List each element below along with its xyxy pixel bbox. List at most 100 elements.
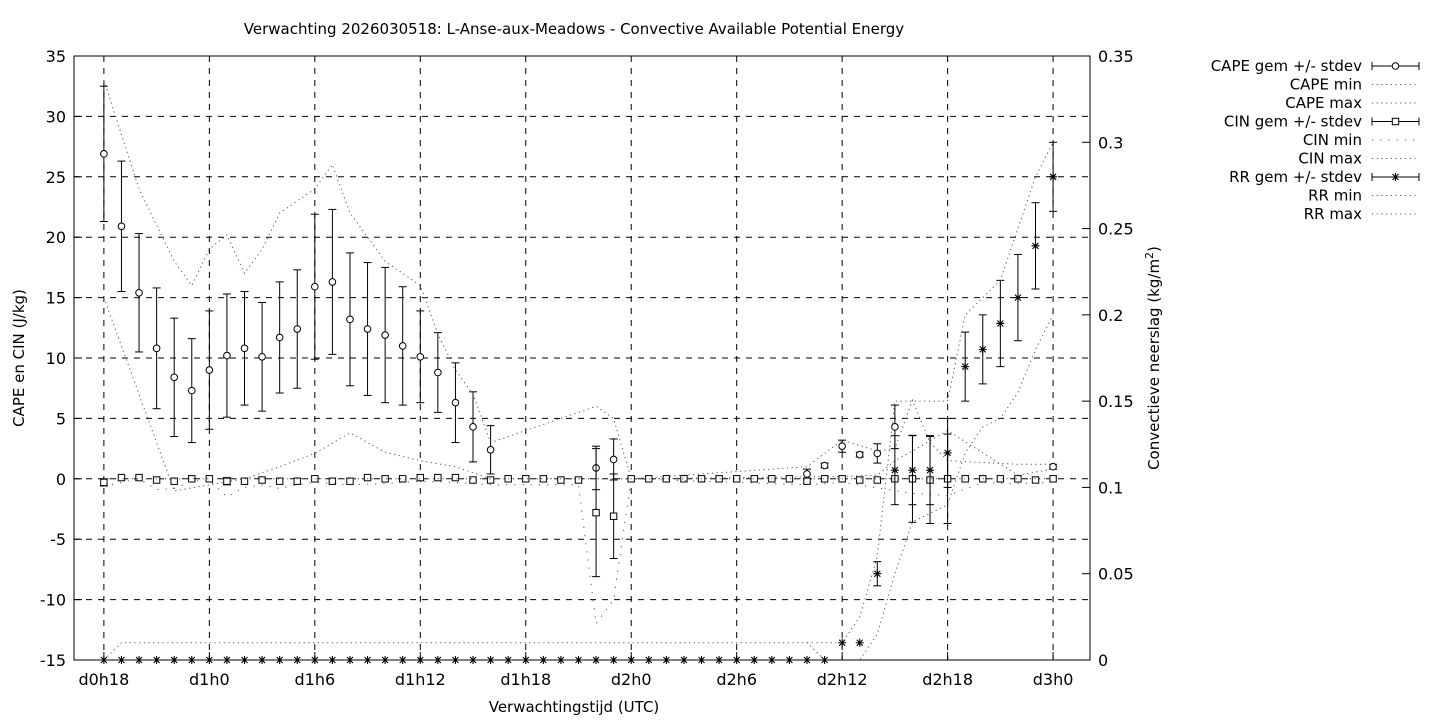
series-line	[103, 297, 1054, 492]
data-point	[223, 477, 231, 485]
data-point	[451, 398, 460, 407]
data-point	[592, 508, 600, 517]
data-point	[469, 476, 477, 484]
series-0	[99, 85, 1058, 491]
y-tick-label: 25	[46, 168, 66, 187]
legend-label: CIN max	[1298, 150, 1362, 168]
data-point	[574, 476, 583, 484]
data-point	[820, 461, 829, 470]
legend-label: CIN min	[1303, 131, 1362, 149]
data-point	[680, 475, 688, 483]
data-point	[873, 569, 882, 578]
data-point	[662, 475, 671, 483]
data-point	[293, 477, 301, 485]
data-point	[803, 470, 811, 478]
data-point	[645, 475, 653, 483]
y2-tick-label: 0.35	[1098, 47, 1134, 66]
data-point	[1014, 475, 1022, 483]
data-point	[943, 448, 952, 457]
data-point	[838, 442, 846, 450]
data-point	[469, 423, 477, 431]
data-point	[1013, 293, 1022, 302]
data-point	[1031, 476, 1040, 484]
data-point	[328, 477, 337, 485]
series-6	[99, 141, 1058, 664]
data-point	[100, 478, 108, 487]
data-point	[451, 473, 460, 482]
data-point	[170, 477, 178, 485]
y-tick-label: -5	[50, 530, 66, 549]
data-point	[416, 352, 425, 361]
y-tick-label: 5	[56, 409, 66, 428]
data-point	[240, 477, 249, 485]
data-point	[1049, 462, 1057, 471]
data-point	[838, 638, 847, 647]
grid-layer	[74, 56, 1090, 660]
series-line	[103, 80, 1054, 480]
data-point	[328, 278, 337, 286]
y-tick-label: 0	[56, 470, 66, 489]
y2-tick-label: 0.05	[1098, 565, 1134, 584]
data-point	[486, 446, 495, 454]
data-point	[1031, 241, 1040, 250]
legend-label: RR max	[1304, 205, 1362, 223]
y-tick-label: 20	[46, 228, 66, 247]
data-point	[170, 373, 178, 382]
data-point	[117, 222, 126, 231]
data-point	[855, 450, 864, 459]
data-point	[486, 476, 495, 484]
data-point	[891, 423, 899, 431]
data-point	[961, 362, 970, 371]
data-point	[152, 476, 161, 484]
data-point	[750, 475, 758, 483]
data-point	[275, 477, 284, 485]
data-point	[873, 476, 882, 484]
data-point	[398, 342, 407, 350]
data-point	[381, 475, 389, 483]
x-tick-label: d2h6	[716, 670, 757, 689]
x-tick-label: d1h12	[395, 670, 446, 689]
data-point	[803, 477, 811, 485]
legend-label: RR gem +/- stdev	[1229, 168, 1362, 186]
legend-marker	[1391, 62, 1400, 70]
legend-label: CIN gem +/- stdev	[1224, 113, 1362, 131]
y-tick-label: 15	[46, 289, 66, 308]
data-point	[434, 368, 442, 377]
data-point	[152, 344, 161, 353]
y-tick-label: -10	[40, 591, 66, 610]
series-layer	[99, 80, 1058, 664]
data-point	[100, 150, 108, 158]
series-line	[103, 478, 1054, 626]
series-2	[103, 80, 1054, 480]
data-point	[1049, 475, 1057, 483]
data-point	[240, 344, 249, 353]
y2-axis-label-end: )	[1145, 246, 1163, 252]
legend-label: CAPE gem +/- stdev	[1211, 57, 1362, 75]
data-point	[346, 477, 354, 485]
data-point	[205, 366, 214, 374]
y-tick-label: -15	[40, 651, 66, 670]
series-4	[103, 478, 1054, 626]
y2-tick-label: 0.3	[1098, 133, 1123, 152]
x-tick-label: d2h12	[817, 670, 868, 689]
data-point	[908, 466, 917, 475]
legend-label: RR min	[1308, 187, 1362, 205]
data-point	[926, 466, 935, 475]
data-point	[732, 475, 741, 483]
data-point	[557, 476, 565, 484]
y-tick-label: 30	[46, 107, 66, 126]
legend-label: CAPE max	[1285, 94, 1362, 112]
y2-tick-label: 0.15	[1098, 392, 1134, 411]
data-point	[1049, 172, 1058, 181]
legend-marker	[1391, 117, 1400, 126]
y-axis-label: CAPE en CIN (J/kg)	[10, 289, 28, 427]
x-axis-label: Verwachtingstijd (UTC)	[489, 698, 660, 716]
data-point	[275, 333, 284, 342]
data-point	[416, 473, 424, 482]
series-1	[103, 297, 1054, 492]
chart-title: Verwachting 2026030518: L-Anse-aux-Meado…	[244, 20, 905, 38]
series-line	[807, 142, 1054, 644]
y-tick-label: 35	[46, 47, 66, 66]
